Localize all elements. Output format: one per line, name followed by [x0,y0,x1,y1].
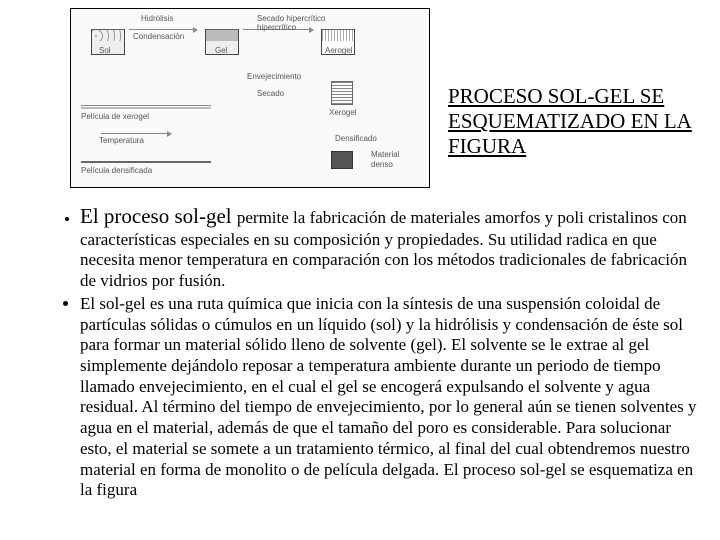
bullet-list: El proceso sol-gel permite la fabricació… [58,204,700,501]
label-aerogel: Aerogel [325,47,353,55]
label-gel: Gel [215,47,227,55]
label-densif: Densificado [335,135,377,143]
film-line-2 [81,161,211,163]
film-line-1 [81,105,211,106]
arrow-sol-gel [129,29,197,30]
bullet-1: El proceso sol-gel permite la fabricació… [80,204,700,292]
bullet-1-lead: El proceso sol-gel [80,204,237,228]
figure-caption: PROCESO SOL-GEL SE ESQUEMATIZADO EN LA F… [448,84,700,160]
bullet-2: El sol-gel es una ruta química que inici… [80,294,700,501]
label-envej: Envejecimiento [247,73,301,81]
label-pel-xerogel: Película de xerogel [81,113,149,121]
label-pel-dens: Película densificada [81,167,152,175]
solgel-diagram: Sol Hidrólisis Condensación Gel Secado h… [70,8,430,188]
label-mat-denso1: Material [371,151,399,159]
label-xerogel: Xerogel [329,109,357,117]
label-secado-hiper: Secado hipercrítico [257,15,325,23]
label-hidrolisis: Hidrólisis [141,15,173,23]
label-mat-denso2: denso [371,161,393,169]
content-block: El proceso sol-gel permite la fabricació… [58,204,700,501]
label-temp: Temperatura [99,137,144,145]
label-secado: Secado [257,90,284,98]
label-sol: Sol [99,47,111,55]
header-row: Sol Hidrólisis Condensación Gel Secado h… [70,8,700,188]
label-condensacion: Condensación [133,33,184,41]
